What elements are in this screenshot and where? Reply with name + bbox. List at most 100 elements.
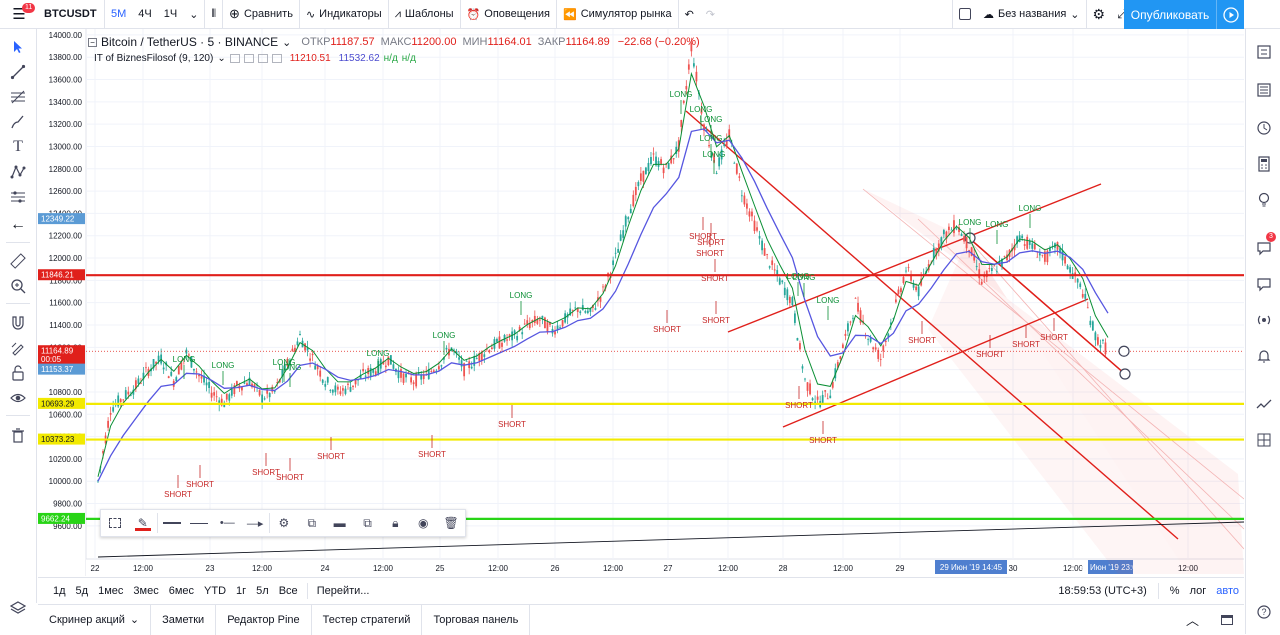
- template-button[interactable]: [101, 510, 129, 536]
- range-3m[interactable]: 3мес: [133, 584, 159, 597]
- indicator-close-icon[interactable]: [271, 54, 282, 63]
- grid-icon[interactable]: [1253, 429, 1275, 451]
- line-width-button[interactable]: [158, 510, 186, 536]
- indicator-name[interactable]: IT of BiznesFilosof (9, 120): [94, 53, 214, 64]
- range-ytd[interactable]: YTD: [204, 584, 227, 597]
- interval-dropdown[interactable]: ⌄: [183, 0, 204, 29]
- ruler-icon[interactable]: [8, 251, 28, 271]
- replay-button[interactable]: ⏪ Симулятор рынка: [557, 0, 678, 29]
- candle-body: [778, 278, 781, 285]
- fib-icon[interactable]: [8, 87, 28, 107]
- auto-toggle[interactable]: авто: [1216, 584, 1239, 597]
- price-chart[interactable]: 14000.00 13800.00 13600.00 13400.00 13200.00…: [38, 29, 1244, 576]
- watchlist-icon[interactable]: [1253, 41, 1275, 63]
- clock[interactable]: 18:59:53 (UTC+3): [1058, 584, 1147, 597]
- alerts-button[interactable]: ⏰ Оповещения: [461, 0, 556, 29]
- cursor-icon[interactable]: [8, 37, 28, 57]
- candle-body: [826, 398, 829, 400]
- chat-icon[interactable]: 3: [1253, 232, 1276, 259]
- clone-button[interactable]: ⧉: [354, 510, 382, 536]
- magnet-icon[interactable]: [8, 313, 28, 333]
- collapse-panel-button[interactable]: ︿: [1175, 605, 1210, 635]
- layers-icon[interactable]: [8, 598, 28, 618]
- message-icon[interactable]: [1253, 273, 1275, 295]
- delete-button[interactable]: 🗑︎: [437, 510, 465, 536]
- line-end-button[interactable]: —▸: [241, 510, 269, 536]
- symbol-search[interactable]: BTCUSDT: [44, 8, 97, 20]
- trend-line-icon[interactable]: [8, 62, 28, 82]
- chevron-down-icon[interactable]: ⌄: [282, 36, 292, 49]
- goto-date-button[interactable]: Перейти...: [316, 584, 370, 597]
- templates-button[interactable]: ⩘ Шаблоны: [389, 0, 460, 29]
- range-all[interactable]: Все: [278, 584, 298, 597]
- fullscreen-button[interactable]: ⤢: [1111, 0, 1133, 29]
- drawing-mode-icon[interactable]: [8, 338, 28, 358]
- tab-strategy-tester[interactable]: Тестер стратегий: [312, 604, 423, 635]
- indicator-source-icon[interactable]: [257, 54, 268, 63]
- indicator-eye-icon[interactable]: [229, 54, 240, 63]
- indicators-button[interactable]: ∿ Индикаторы: [300, 0, 388, 29]
- line-style-button[interactable]: [186, 510, 214, 536]
- compare-button[interactable]: ⊕ Сравнить: [223, 0, 299, 29]
- candle-body: [488, 350, 491, 353]
- menu-button[interactable]: ☰ 11: [0, 0, 38, 29]
- collapse-icon[interactable]: −: [88, 37, 97, 47]
- clock-icon[interactable]: [1253, 117, 1275, 139]
- zoom-in-icon[interactable]: [8, 276, 28, 296]
- signal-icon[interactable]: [1253, 309, 1275, 331]
- candle-body: [271, 386, 274, 392]
- range-1m[interactable]: 1мес: [98, 584, 124, 597]
- alert-button[interactable]: ⧉: [298, 510, 326, 536]
- redo-button[interactable]: ↷: [700, 0, 721, 29]
- chart-type-button[interactable]: ⫴: [205, 0, 222, 29]
- interval-5m[interactable]: 5М: [111, 8, 127, 20]
- percent-toggle[interactable]: %: [1169, 584, 1180, 597]
- range-1d[interactable]: 1д: [53, 584, 66, 597]
- log-toggle[interactable]: лог: [1189, 584, 1207, 597]
- chart-pane[interactable]: 14000.00 13800.00 13600.00 13400.00 13200.00…: [38, 29, 1244, 576]
- tab-trading-panel[interactable]: Торговая панель: [422, 604, 531, 635]
- brush-icon[interactable]: [8, 112, 28, 132]
- range-5y[interactable]: 5л: [256, 584, 269, 597]
- settings-button[interactable]: ⚙: [1087, 0, 1112, 29]
- chevron-down-icon[interactable]: ⌄: [217, 53, 226, 64]
- tab-screener[interactable]: Скринер акций ⌄: [38, 604, 152, 635]
- fullscreen-select-button[interactable]: [953, 0, 977, 29]
- news-icon[interactable]: [1253, 79, 1275, 101]
- bell-icon[interactable]: [1253, 345, 1275, 367]
- ideas-icon[interactable]: [1253, 393, 1275, 415]
- text-icon[interactable]: T: [13, 138, 23, 155]
- range-6m[interactable]: 6мес: [168, 584, 195, 597]
- publish-button[interactable]: Опубликовать: [1124, 0, 1216, 29]
- interval-1h[interactable]: 1Ч: [163, 8, 178, 20]
- settings-button[interactable]: ⚙: [270, 510, 298, 536]
- calculator-icon[interactable]: [1253, 153, 1275, 175]
- help-icon[interactable]: ?: [1253, 601, 1275, 623]
- indicator-settings-icon[interactable]: [243, 54, 254, 63]
- line-color-button[interactable]: ✎: [129, 510, 157, 536]
- eye-icon[interactable]: [8, 388, 28, 408]
- trend-line: [685, 110, 1179, 540]
- pattern-icon[interactable]: [8, 162, 28, 182]
- prediction-icon[interactable]: [8, 187, 28, 207]
- candle-body: [329, 390, 332, 391]
- range-1y[interactable]: 1г: [236, 584, 247, 597]
- lock-icon[interactable]: [8, 363, 28, 383]
- arrow-left-icon[interactable]: ←: [10, 216, 26, 233]
- undo-button[interactable]: ↶: [679, 0, 700, 29]
- range-5d[interactable]: 5д: [75, 584, 89, 597]
- play-button[interactable]: [1216, 0, 1244, 29]
- lightbulb-icon[interactable]: [1253, 189, 1275, 211]
- lock-button[interactable]: 🔒︎: [381, 510, 409, 536]
- candle-body: [935, 248, 938, 256]
- maximize-panel-button[interactable]: [1210, 605, 1244, 635]
- tab-notes[interactable]: Заметки: [151, 604, 217, 635]
- line-start-button[interactable]: •—: [213, 510, 241, 536]
- layout-name-button[interactable]: ☁ Без названия ⌄: [977, 0, 1086, 29]
- symbol-title[interactable]: Bitcoin / TetherUS · 5 · BINANCE: [101, 35, 279, 49]
- trash-icon[interactable]: [8, 425, 28, 445]
- hide-button[interactable]: ◉: [409, 510, 437, 536]
- visibility-button[interactable]: ▬: [326, 510, 354, 536]
- tab-pine-editor[interactable]: Редактор Pine: [216, 604, 312, 635]
- interval-4h[interactable]: 4Ч: [138, 8, 152, 20]
